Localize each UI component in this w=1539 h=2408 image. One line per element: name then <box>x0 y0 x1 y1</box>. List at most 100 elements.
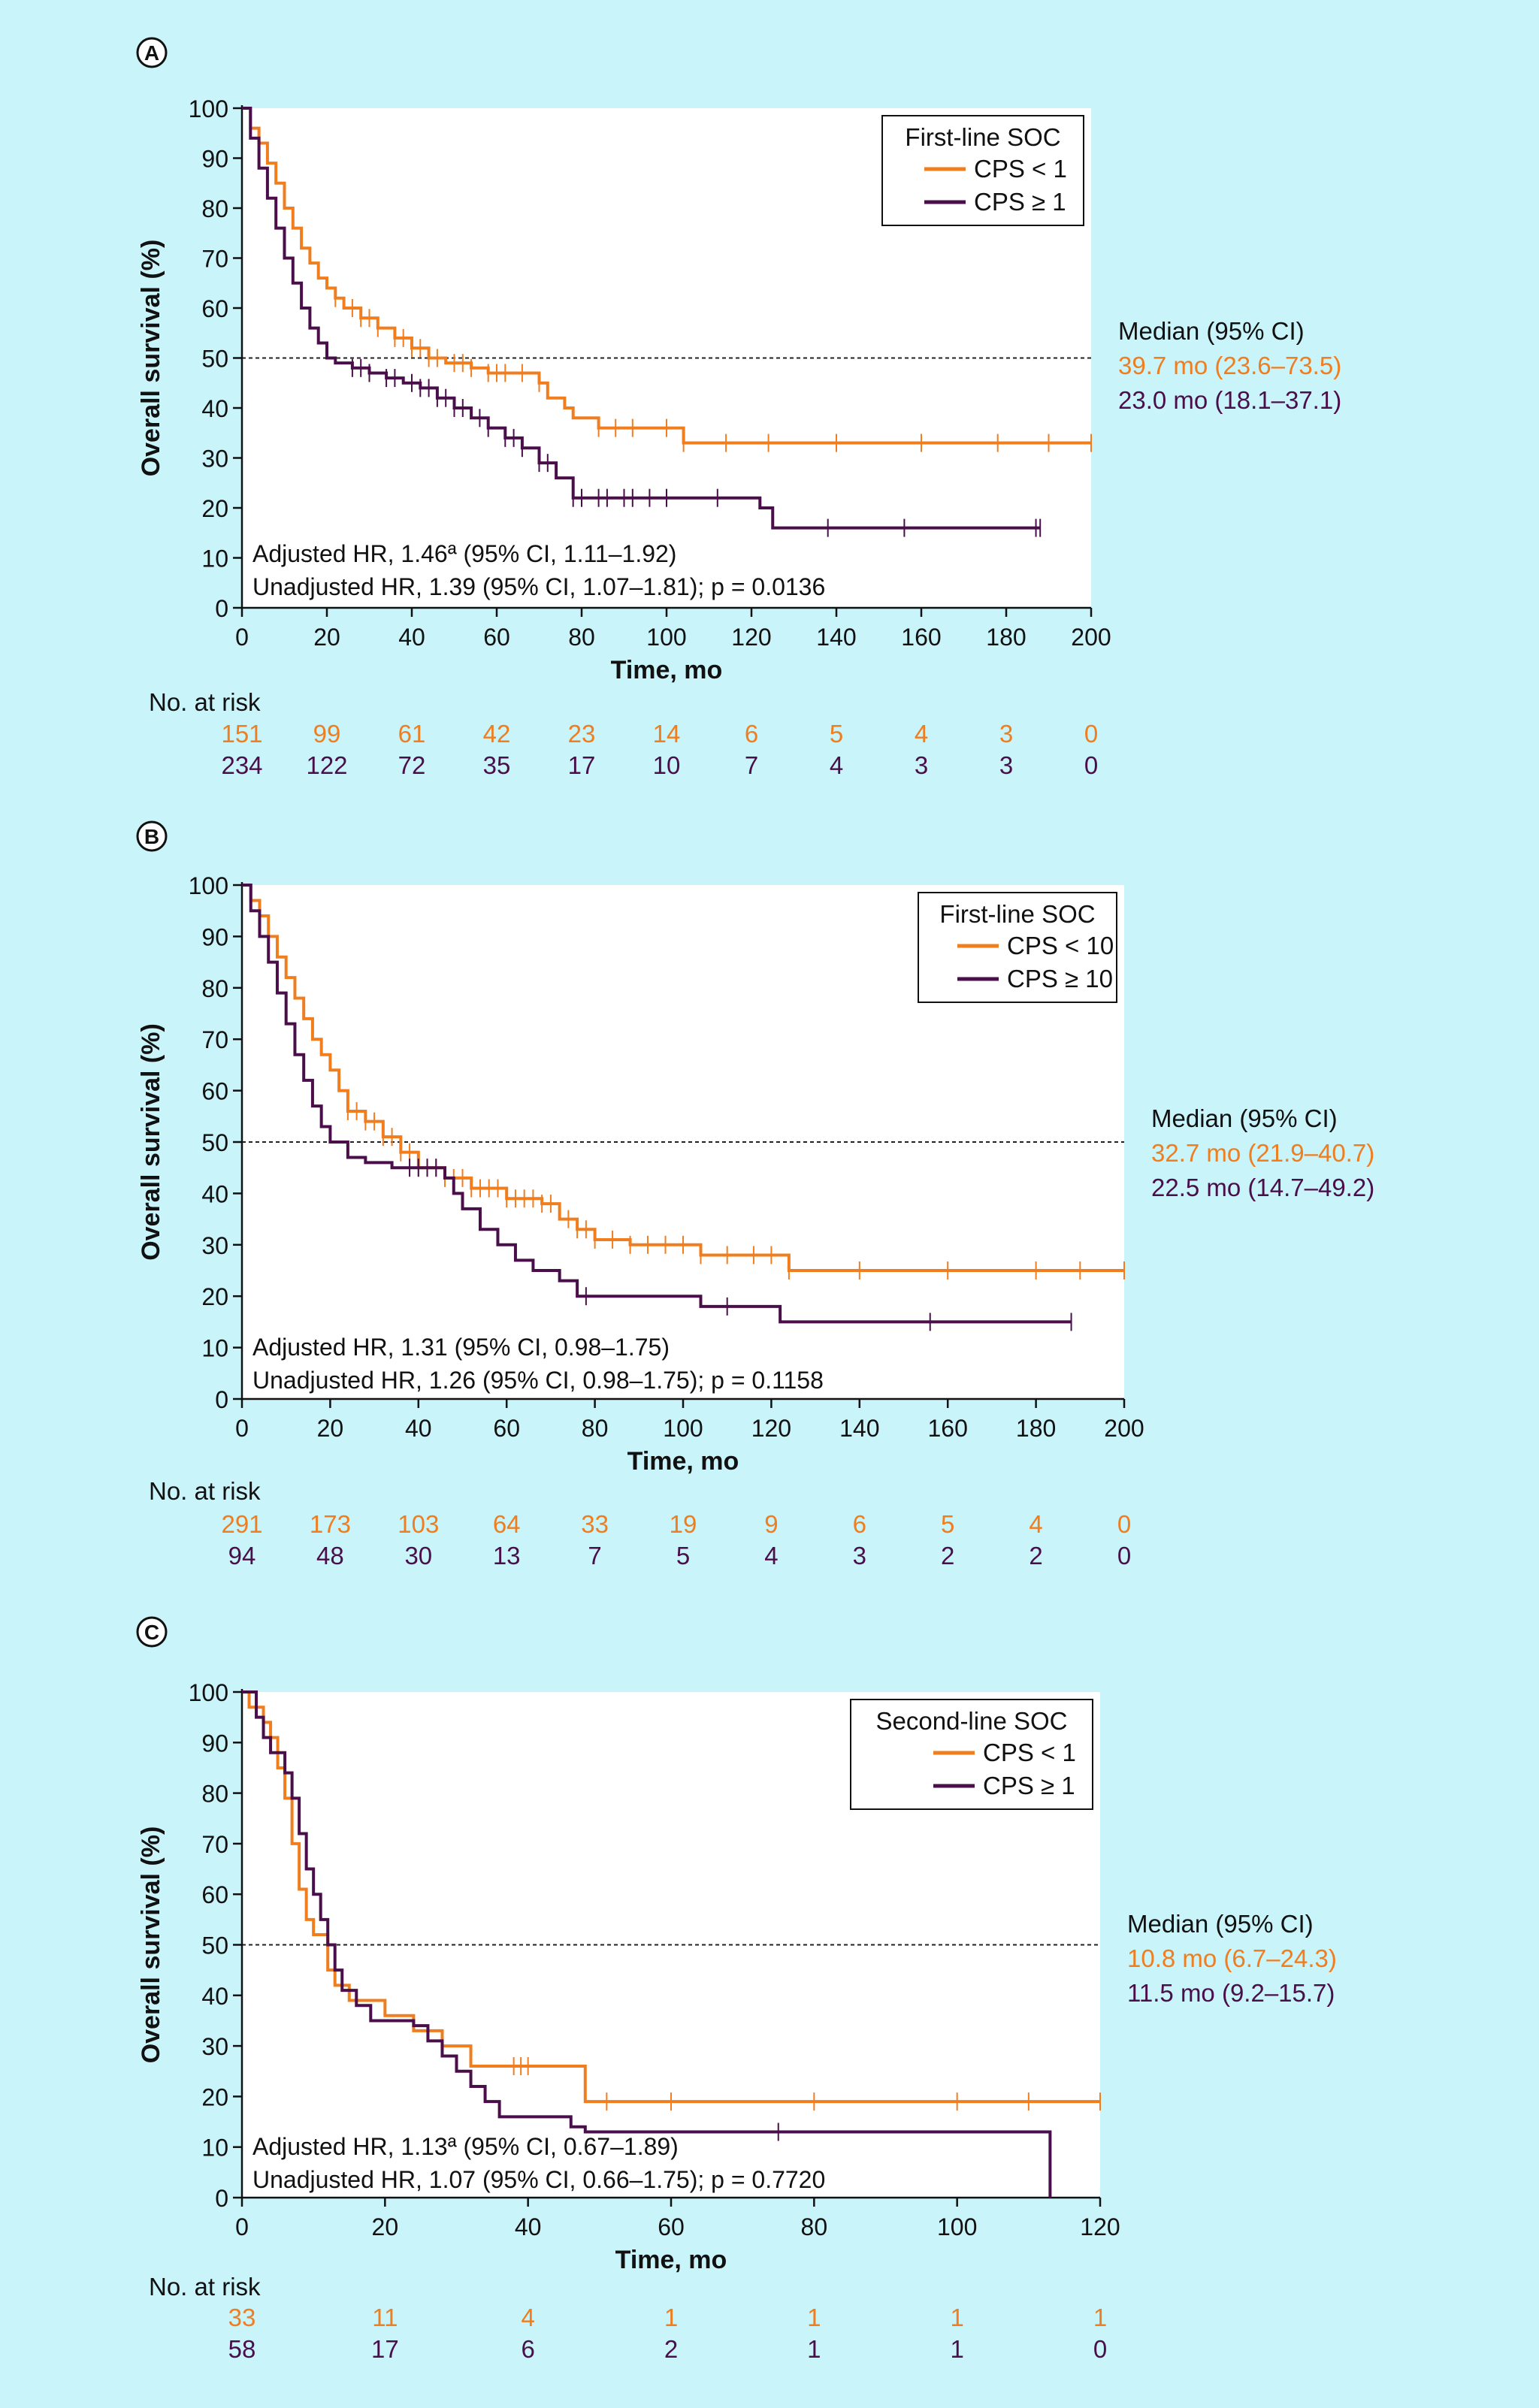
x-tick-label: 100 <box>663 1415 703 1442</box>
y-tick-label: 20 <box>201 1283 228 1310</box>
risk-count: 234 <box>221 751 262 779</box>
y-tick-label: 0 <box>215 1386 228 1413</box>
x-tick-label: 140 <box>816 624 856 651</box>
x-tick-label: 80 <box>568 624 595 651</box>
legend-title: First-line SOC <box>905 123 1060 151</box>
y-tick-label: 80 <box>201 975 228 1002</box>
y-tick-label: 90 <box>201 1730 228 1757</box>
unadjusted-hr: Unadjusted HR, 1.39 (95% CI, 1.07–1.81);… <box>252 573 825 600</box>
risk-count: 33 <box>228 2304 256 2331</box>
y-tick-label: 50 <box>201 1932 228 1959</box>
risk-count: 0 <box>1084 720 1098 748</box>
risk-count: 48 <box>316 1542 344 1570</box>
x-tick-label: 60 <box>658 2213 685 2240</box>
y-tick-label: 40 <box>201 1180 228 1207</box>
x-tick-label: 80 <box>801 2213 828 2240</box>
risk-count: 5 <box>830 720 843 748</box>
risk-table-title: No. at risk <box>149 688 261 716</box>
panel-letter: B <box>144 825 159 848</box>
survival-curve-orange <box>242 107 1091 445</box>
risk-count: 30 <box>404 1542 432 1570</box>
y-tick-label: 30 <box>201 446 228 473</box>
risk-count: 5 <box>941 1510 954 1538</box>
x-axis-label: Time, mo <box>611 656 723 684</box>
x-axis-label: Time, mo <box>615 2246 727 2274</box>
y-tick-label: 30 <box>201 1232 228 1259</box>
risk-count: 72 <box>398 751 426 779</box>
risk-count: 1 <box>807 2335 821 2363</box>
risk-count: 1 <box>950 2335 963 2363</box>
y-tick-label: 0 <box>215 2185 228 2212</box>
x-axis-label: Time, mo <box>627 1447 739 1476</box>
y-tick-label: 100 <box>189 95 228 122</box>
median-value-orange: 10.8 mo (6.7–24.3) <box>1127 1944 1337 1972</box>
risk-count: 1 <box>664 2304 678 2331</box>
y-axis-label: Overall survival (%) <box>137 240 165 477</box>
risk-count: 6 <box>745 720 758 748</box>
risk-count: 35 <box>483 751 511 779</box>
risk-count: 1 <box>807 2304 821 2331</box>
y-tick-label: 10 <box>201 545 228 573</box>
x-tick-label: 0 <box>235 2213 249 2240</box>
y-tick-label: 90 <box>201 146 228 173</box>
risk-count: 10 <box>653 751 681 779</box>
x-tick-label: 180 <box>986 624 1026 651</box>
x-tick-label: 0 <box>235 1415 249 1442</box>
x-tick-label: 40 <box>515 2213 542 2240</box>
risk-count: 4 <box>521 2304 534 2331</box>
risk-count: 17 <box>371 2335 399 2363</box>
y-tick-label: 100 <box>189 872 228 899</box>
risk-count: 103 <box>398 1510 439 1538</box>
risk-count: 3 <box>999 720 1013 748</box>
x-tick-label: 40 <box>398 624 425 651</box>
adjusted-hr: Adjusted HR, 1.46ª (95% CI, 1.11–1.92) <box>252 540 676 567</box>
y-tick-label: 50 <box>201 1129 228 1156</box>
risk-table-title: No. at risk <box>149 2273 261 2301</box>
x-tick-label: 120 <box>751 1415 791 1442</box>
risk-count: 122 <box>306 751 347 779</box>
risk-count: 1 <box>1093 2304 1107 2331</box>
median-title: Median (95% CI) <box>1127 1910 1314 1938</box>
risk-count: 2 <box>941 1542 954 1570</box>
x-tick-label: 120 <box>1080 2213 1120 2240</box>
y-tick-label: 60 <box>201 1881 228 1908</box>
y-axis-label: Overall survival (%) <box>137 1023 165 1261</box>
legend-label: CPS < 10 <box>1007 932 1114 959</box>
risk-count: 0 <box>1084 751 1098 779</box>
y-tick-label: 70 <box>201 246 228 273</box>
adjusted-hr: Adjusted HR, 1.31 (95% CI, 0.98–1.75) <box>252 1334 670 1361</box>
risk-count: 14 <box>653 720 681 748</box>
legend-box <box>881 115 1084 226</box>
risk-count: 19 <box>670 1510 697 1538</box>
panel-letter: C <box>144 1621 159 1644</box>
median-value-purple: 23.0 mo (18.1–37.1) <box>1118 386 1341 414</box>
risk-count: 7 <box>588 1542 601 1570</box>
x-tick-label: 180 <box>1016 1415 1056 1442</box>
risk-count: 2 <box>1029 1542 1042 1570</box>
y-tick-label: 60 <box>201 295 228 322</box>
y-tick-label: 10 <box>201 2135 228 2162</box>
legend-title: First-line SOC <box>939 900 1095 928</box>
median-title: Median (95% CI) <box>1151 1104 1338 1132</box>
y-tick-label: 100 <box>189 1679 228 1706</box>
x-tick-label: 120 <box>731 624 771 651</box>
risk-count: 4 <box>764 1542 778 1570</box>
legend-label: CPS ≥ 1 <box>974 188 1066 216</box>
legend-label: CPS ≥ 10 <box>1007 965 1113 993</box>
risk-count: 11 <box>372 2304 398 2331</box>
risk-count: 42 <box>483 720 511 748</box>
risk-count: 151 <box>221 720 262 748</box>
panel-letter-badge <box>136 820 168 852</box>
risk-count: 2 <box>664 2335 678 2363</box>
risk-count: 4 <box>1029 1510 1042 1538</box>
risk-count: 58 <box>228 2335 256 2363</box>
risk-count: 4 <box>915 720 928 748</box>
y-tick-label: 40 <box>201 1983 228 2010</box>
y-tick-label: 30 <box>201 2033 228 2060</box>
risk-count: 94 <box>228 1542 256 1570</box>
risk-count: 173 <box>310 1510 351 1538</box>
x-tick-label: 20 <box>317 1415 344 1442</box>
x-tick-label: 160 <box>901 624 941 651</box>
